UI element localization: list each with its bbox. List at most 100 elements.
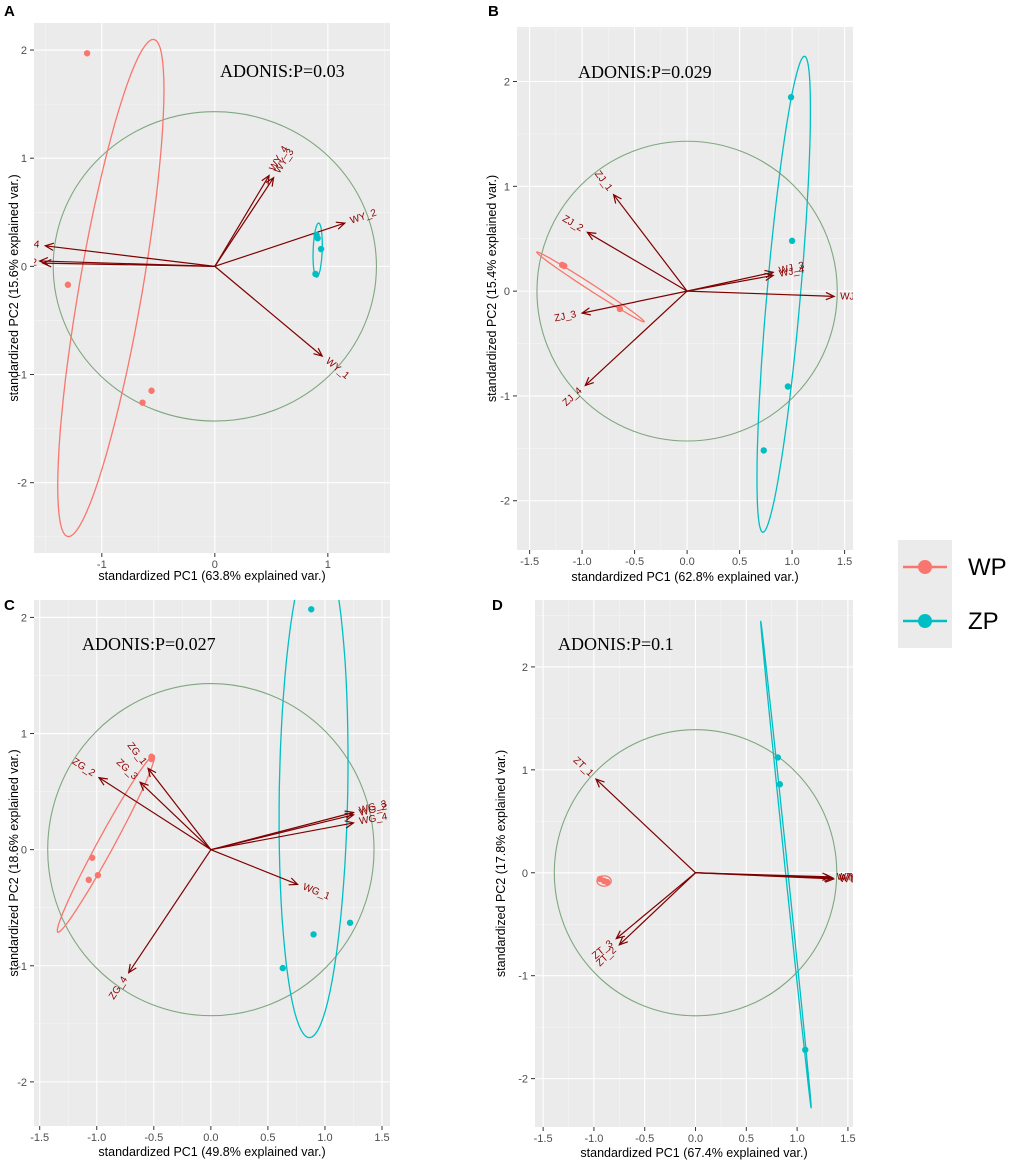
data-point-wp: [600, 877, 608, 885]
plot-background: [34, 600, 390, 1126]
y-tick-label: -2: [518, 1074, 528, 1086]
y-tick-label: 0: [21, 845, 27, 857]
loading-vector: [214, 265, 323, 357]
y-tick-label: 2: [522, 662, 528, 674]
data-point-wp: [139, 399, 146, 406]
data-point-zp: [784, 383, 792, 390]
loading-vector: [214, 175, 270, 267]
y-axis-title: standardized PC2 (15.6% explained var.): [7, 174, 21, 401]
vector-label: WJ_1: [840, 291, 866, 303]
y-tick-label: 1: [21, 153, 27, 165]
vector-arrowhead: [344, 820, 355, 829]
loading-vector: [613, 194, 688, 292]
adonis-annotation: ADONIS:P=0.027: [82, 634, 216, 654]
data-point-zp: [279, 964, 286, 972]
y-tick-label: -2: [17, 478, 27, 490]
vector-arrowhead: [612, 193, 622, 204]
vector-label: WJ_4: [778, 264, 806, 279]
y-tick-label: 0: [504, 286, 510, 298]
data-point-wp: [148, 755, 155, 763]
y-axis-title: standardized PC2 (17.8% explained var.): [494, 750, 508, 977]
vector-arrowhead: [288, 877, 299, 886]
x-tick-label: 0.5: [732, 556, 747, 568]
data-point-zp: [314, 235, 321, 242]
data-point-zp: [788, 237, 796, 245]
loading-vector: [214, 222, 345, 267]
vector-arrowhead: [147, 767, 157, 778]
data-point-wp: [64, 281, 72, 288]
y-tick-label: 0: [522, 868, 528, 880]
y-tick-label: 1: [522, 765, 528, 777]
vector-arrowhead: [265, 176, 275, 187]
plot-area: ZT_1ZT_3ZT_2WT_1WT_2WT_3: [553, 620, 863, 1109]
data-point-zp: [802, 1046, 809, 1054]
data-point-wp: [94, 871, 102, 879]
vector-label: ZJ_3: [553, 309, 577, 324]
x-tick-label: -1: [97, 559, 107, 571]
data-point-zp: [317, 245, 325, 253]
vector-arrowhead: [580, 307, 592, 316]
x-tick-label: -1.0: [584, 1133, 603, 1145]
data-point-wp: [83, 50, 91, 57]
x-tick-label: -0.5: [144, 1132, 163, 1144]
y-axis-title: standardized PC2 (15.4% explained var.): [485, 175, 499, 402]
vector-arrowhead: [764, 272, 775, 281]
panel-C: ZG_1ZG_3ZG_2ZG_4WG_3WG_2WG_4WG_1ADONIS:P…: [4, 597, 390, 1159]
vector-arrowhead: [313, 347, 324, 358]
confidence-ellipse-zp: [756, 55, 812, 534]
x-tick-label: 0.5: [260, 1132, 275, 1144]
panel-A: WY_4WY_3WY_2WY_1ZY_4ZY_3ZY_2ADONIS:P=0.0…: [4, 3, 390, 583]
vector-arrowhead: [41, 259, 52, 268]
correlation-circle: [47, 683, 375, 1017]
data-point-zp: [346, 919, 354, 926]
loading-vector: [147, 767, 212, 851]
vector-arrowhead: [618, 936, 628, 946]
vector-arrowhead: [586, 231, 597, 241]
x-tick-label: 0.5: [739, 1133, 754, 1145]
loading-vector: [615, 872, 696, 940]
legend-label-zp: ZP: [968, 608, 999, 635]
loading-vector: [210, 822, 354, 851]
loading-vector: [618, 872, 696, 946]
data-point-zp: [774, 754, 782, 761]
loading-vector: [587, 231, 688, 292]
y-tick-label: 1: [21, 729, 27, 741]
x-tick-label: -0.5: [625, 556, 644, 568]
x-tick-label: 1.5: [374, 1132, 389, 1144]
loading-vector: [128, 849, 212, 974]
data-point-wp: [561, 262, 568, 270]
y-tick-label: 1: [504, 181, 510, 193]
y-axis-title: standardized PC2 (18.6% explained var.): [7, 749, 21, 976]
plot-background: [34, 23, 390, 553]
y-tick-label: 0: [21, 261, 27, 273]
vector-arrowhead: [594, 778, 605, 788]
loading-vector: [687, 290, 835, 297]
x-tick-label: -1.0: [573, 556, 592, 568]
vector-arrowhead: [97, 776, 108, 786]
panel-letter: C: [4, 597, 15, 614]
y-tick-label: -1: [17, 961, 27, 973]
vector-arrowhead: [127, 963, 137, 974]
loading-vector: [695, 872, 834, 880]
x-tick-label: 0.0: [203, 1132, 218, 1144]
x-tick-label: 1.0: [317, 1132, 332, 1144]
vector-label: ZY_2: [13, 257, 38, 268]
legend-label-wp: WP: [968, 554, 1007, 581]
data-point-zp: [787, 94, 795, 101]
x-tick-label: -0.5: [635, 1133, 654, 1145]
x-tick-label: 0: [212, 559, 218, 571]
vector-label: WT_1: [836, 872, 863, 884]
loading-vector: [45, 245, 215, 267]
data-point-zp: [310, 931, 317, 938]
loading-vector: [139, 781, 212, 851]
x-axis-title: standardized PC1 (67.4% explained var.): [580, 1146, 807, 1160]
vector-arrowhead: [43, 242, 55, 251]
legend: WP ZP: [898, 540, 1007, 648]
confidence-ellipse-wp: [57, 38, 165, 538]
confidence-ellipse-wp: [596, 875, 612, 887]
vector-arrowhead: [344, 812, 355, 821]
data-point-zp: [760, 447, 767, 454]
y-tick-label: -2: [17, 1077, 27, 1089]
x-tick-label: -1.0: [87, 1132, 106, 1144]
